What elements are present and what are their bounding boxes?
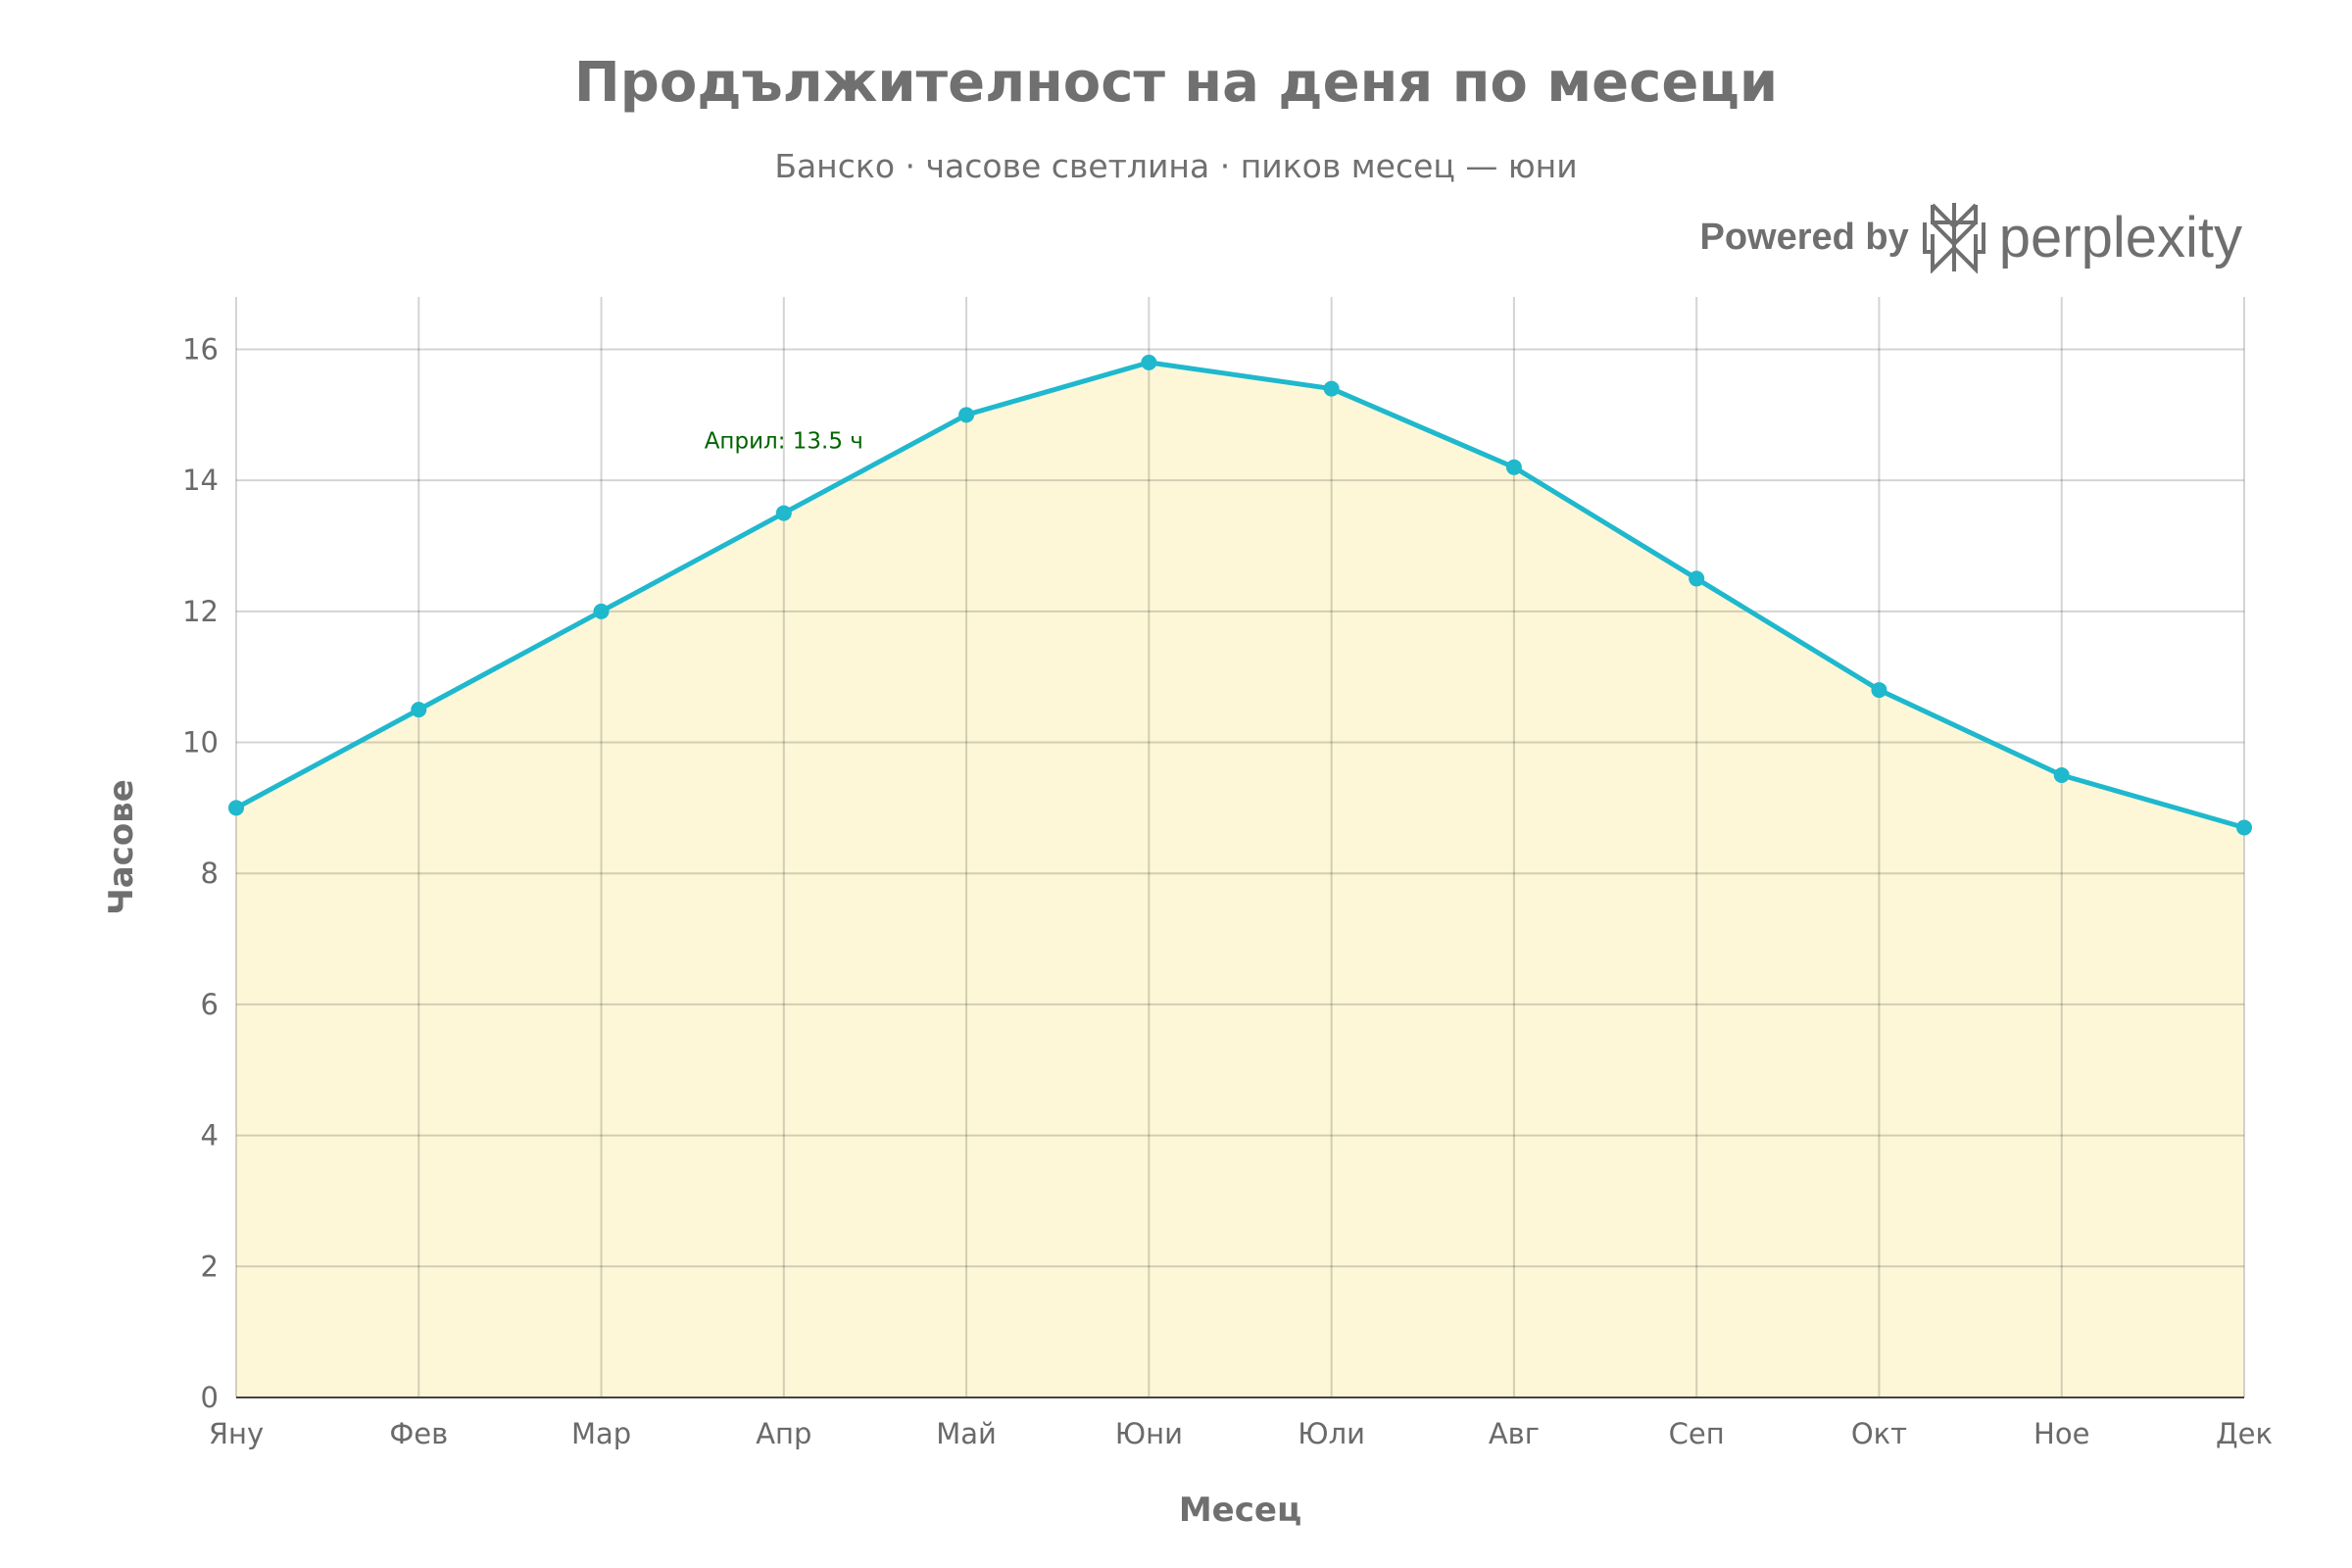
annotation-label: Април: 13.5 ч — [705, 429, 863, 455]
x-tick-label: Яну — [209, 1417, 264, 1450]
x-axis-title: Месец — [1179, 1491, 1301, 1530]
x-tick-label: Авг — [1489, 1417, 1540, 1450]
data-point — [411, 702, 427, 718]
chart-subtitle: Банско · часове светлина · пиков месец —… — [774, 147, 1578, 185]
powered-by-text: Powered by — [1699, 216, 1909, 258]
x-tick-label: Сеп — [1669, 1417, 1725, 1450]
data-point — [593, 603, 610, 619]
data-point — [228, 800, 244, 816]
area-fill — [236, 362, 2244, 1398]
data-point — [1871, 682, 1887, 699]
data-point — [1141, 354, 1157, 370]
x-tick-label: Фев — [389, 1417, 448, 1450]
y-tick-label: 14 — [182, 464, 219, 497]
x-tick-label: Май — [936, 1417, 997, 1450]
data-point — [2236, 819, 2252, 836]
data-point — [1505, 459, 1522, 475]
perplexity-logo-icon — [1922, 203, 1985, 273]
data-point — [958, 407, 975, 423]
y-axis-title: Часове — [102, 779, 141, 915]
y-tick-label: 6 — [201, 988, 219, 1021]
chart-title: Продължителност на деня по месеци — [573, 51, 1779, 115]
series-line — [234, 360, 2245, 830]
data-point — [775, 505, 792, 521]
y-tick-label: 0 — [201, 1381, 219, 1414]
y-tick-label: 10 — [182, 726, 219, 760]
x-tick-label: Юни — [1115, 1417, 1183, 1450]
x-tick-label: Дек — [2216, 1417, 2273, 1450]
x-tick-label: Апр — [756, 1417, 811, 1450]
x-tick-label: Ное — [2034, 1417, 2089, 1450]
x-tick-label: Юли — [1298, 1417, 1365, 1450]
y-tick-label: 12 — [182, 595, 219, 628]
data-point — [1689, 570, 1705, 587]
perplexity-brand-text: perplexity — [1998, 205, 2242, 270]
data-point — [1323, 380, 1340, 397]
y-tick-label: 2 — [201, 1250, 219, 1283]
y-tick-label: 8 — [201, 857, 219, 890]
y-tick-label: 16 — [182, 332, 219, 366]
y-tick-label: 4 — [201, 1119, 219, 1152]
powered-by-logo: Powered by perplexity — [1699, 201, 2242, 273]
x-tick-label: Окт — [1851, 1417, 1907, 1450]
data-point — [2053, 766, 2070, 783]
x-tick-label: Мар — [571, 1417, 631, 1450]
